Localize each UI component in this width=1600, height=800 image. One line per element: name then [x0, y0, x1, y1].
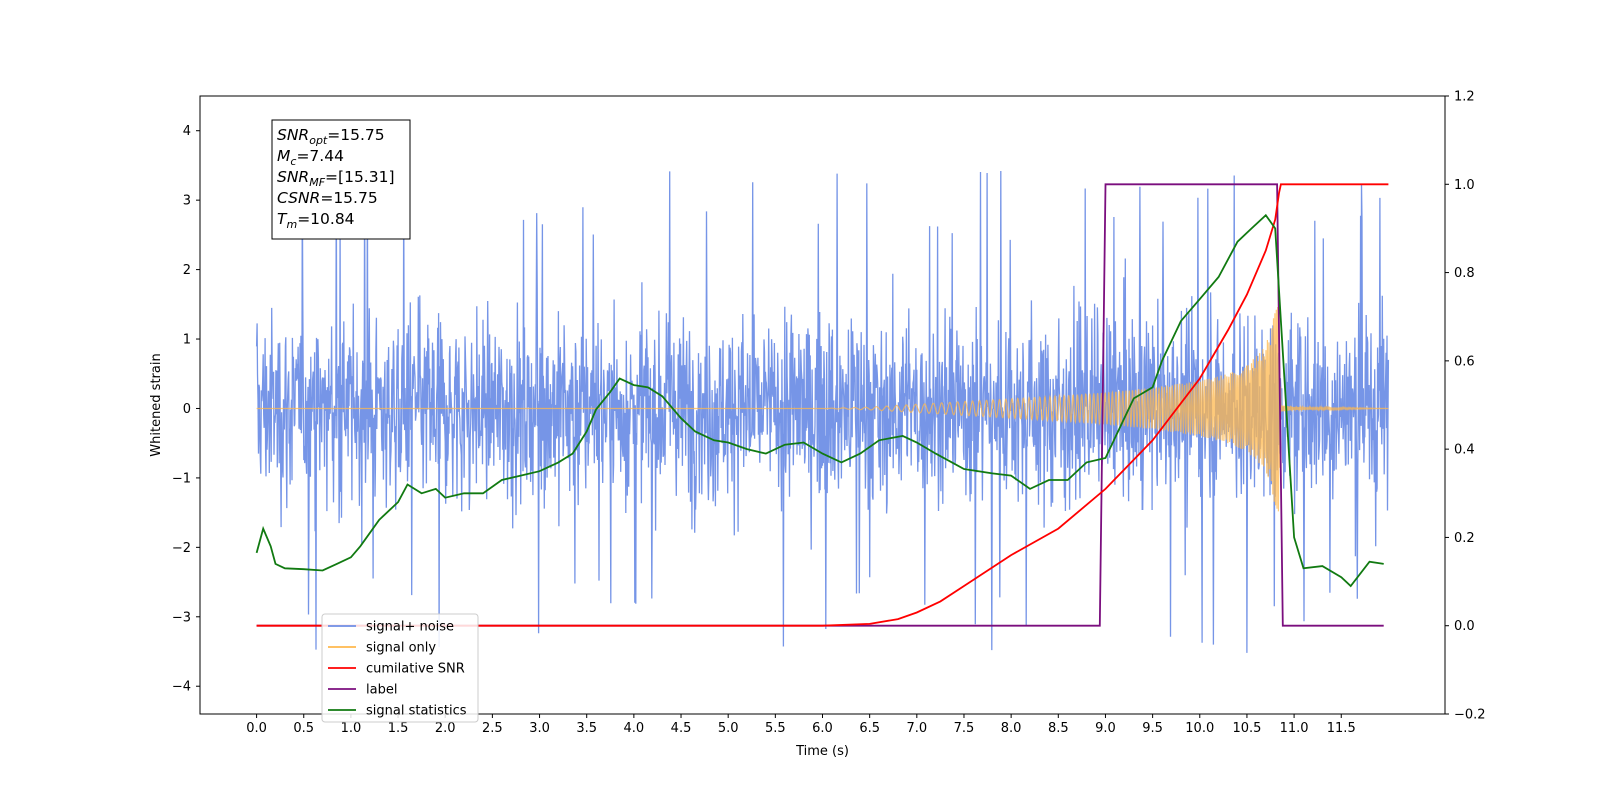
legend-label: signal only	[366, 641, 436, 656]
x-tick-label: 4.0	[624, 721, 645, 736]
y-tick-label: −1	[172, 471, 191, 486]
y2-tick-label: −0.2	[1454, 708, 1486, 723]
legend-label: signal statistics	[366, 704, 467, 719]
x-tick-label: 8.0	[1001, 721, 1022, 736]
y-tick-label: −4	[172, 680, 191, 695]
y-axis-right: 1.2 1.0 0.8 0.6 0.4 0.2 0.0 −0.2	[1445, 90, 1486, 723]
y2-tick-label: 1.2	[1454, 90, 1475, 105]
info-tm: Tm=10.84	[277, 210, 355, 231]
info-box: SNRopt=15.75Mc=7.44SNRMF=[15.31]CSNR=15.…	[271, 119, 411, 240]
x-tick-label: 2.0	[435, 721, 456, 736]
info-mc: Mc=7.44	[277, 147, 344, 168]
x-tick-label: 8.5	[1048, 721, 1069, 736]
x-tick-label: 6.5	[859, 721, 880, 736]
info-snr-mf: SNRMF=[15.31]	[277, 168, 395, 189]
x-tick-label: 9.0	[1095, 721, 1116, 736]
x-axis: 0.0 0.5 1.0 1.5 2.0 2.5 3.0 3.5 4.0 4.5 5.0 5.5 6.0 6…	[246, 714, 1356, 736]
plot-area	[255, 160, 1390, 653]
y-axis-label: Whitened strain	[149, 353, 164, 456]
x-tick-label: 11.0	[1280, 721, 1309, 736]
legend: signal+ noise signal only cumilative SNR la…	[321, 613, 479, 723]
x-tick-label: 0.5	[293, 721, 314, 736]
y-tick-label: 1	[183, 333, 191, 348]
x-tick-label: 3.0	[529, 721, 550, 736]
y2-tick-label: 1.0	[1454, 178, 1475, 193]
y2-tick-label: 0.0	[1454, 619, 1475, 634]
x-tick-label: 0.0	[246, 721, 267, 736]
signal-only-line	[256, 306, 1389, 512]
info-snr-opt: SNRopt=15.75	[277, 126, 385, 147]
x-tick-label: 2.5	[482, 721, 503, 736]
y2-tick-label: 0.6	[1454, 354, 1475, 369]
y2-tick-label: 0.8	[1454, 266, 1475, 281]
x-tick-label: 11.5	[1327, 721, 1356, 736]
y2-tick-label: 0.2	[1454, 531, 1475, 546]
x-tick-label: 9.5	[1142, 721, 1163, 736]
legend-frame	[321, 613, 479, 723]
y-tick-label: 2	[183, 263, 191, 278]
signal-noise-line	[255, 160, 1390, 653]
y-axis-left: 4 3 2 1 0 −1 −2 −3 −4	[172, 124, 200, 695]
x-tick-label: 7.5	[954, 721, 975, 736]
x-tick-label: 4.5	[671, 721, 692, 736]
x-tick-label: 3.5	[576, 721, 597, 736]
label-line	[256, 183, 1384, 627]
cumilative-snr-line	[256, 183, 1389, 627]
y-tick-label: 0	[183, 402, 191, 417]
legend-label: signal+ noise	[366, 620, 454, 635]
info-csnr: CSNR=15.75	[277, 189, 378, 207]
info-box-frame	[271, 119, 411, 240]
x-tick-label: 10.5	[1232, 721, 1261, 736]
x-tick-label: 1.0	[341, 721, 362, 736]
y-tick-label: 3	[183, 194, 191, 209]
x-tick-label: 7.0	[906, 721, 927, 736]
x-tick-label: 1.5	[388, 721, 409, 736]
y2-tick-label: 0.4	[1454, 443, 1475, 458]
x-tick-label: 5.5	[765, 721, 786, 736]
y-tick-label: −3	[172, 610, 191, 625]
x-tick-label: 10.0	[1185, 721, 1214, 736]
legend-label: label	[366, 683, 397, 698]
y-tick-label: 4	[183, 124, 191, 139]
signal-statistics-line	[255, 213, 1384, 588]
x-axis-label: Time (s)	[795, 744, 849, 759]
x-tick-label: 5.0	[718, 721, 739, 736]
x-tick-label: 6.0	[812, 721, 833, 736]
legend-label: cumilative SNR	[366, 662, 465, 677]
y-tick-label: −2	[172, 541, 191, 556]
